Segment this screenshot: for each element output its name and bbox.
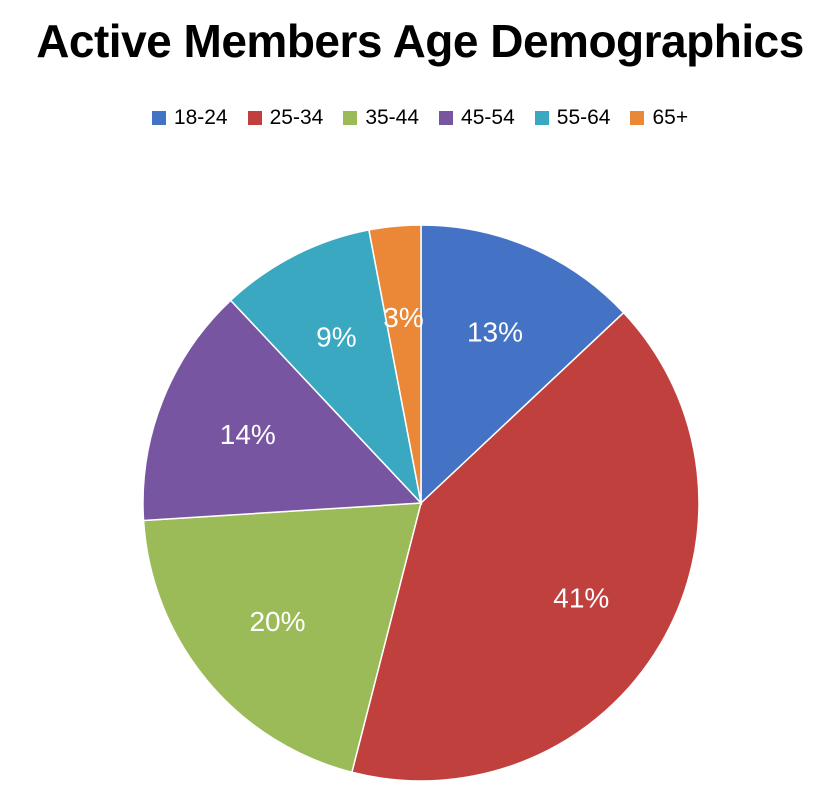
legend-swatch xyxy=(439,111,454,125)
legend-label: 45-54 xyxy=(461,106,515,129)
legend-swatch xyxy=(151,111,166,125)
legend-item-35-44: 35-44 xyxy=(343,106,419,130)
legend-item-25-34: 25-34 xyxy=(247,106,324,130)
pie-slice-18-24 xyxy=(420,224,625,505)
legend-item-55-64: 55-64 xyxy=(534,106,611,130)
slice-label-65+: 3% xyxy=(383,302,423,333)
pie-slices xyxy=(142,224,700,782)
chart-title: Active Members Age Demographics xyxy=(36,15,804,67)
legend-label: 18-24 xyxy=(173,106,228,129)
pie-slice-45-54 xyxy=(142,299,423,522)
pie-slice-25-34 xyxy=(350,311,700,782)
slice-label-18-24: 13% xyxy=(467,317,523,348)
legend-item-45-54: 45-54 xyxy=(439,106,515,130)
slice-label-25-34: 41% xyxy=(553,582,609,613)
legend-label: 55-64 xyxy=(556,106,611,129)
legend-label: 35-44 xyxy=(365,106,420,129)
legend-swatch xyxy=(534,111,549,125)
pie-slice-65+ xyxy=(368,224,422,504)
legend-swatch xyxy=(630,111,645,125)
legend-item-18-24: 18-24 xyxy=(151,106,228,130)
slice-label-35-44: 20% xyxy=(249,606,305,637)
legend: 18-24 25-34 35-44 45-54 55-64 65+ xyxy=(0,106,840,130)
pie-slice-55-64 xyxy=(229,229,423,506)
pie-labels: 13% 41% 20% 14% 9% 3% xyxy=(220,302,610,637)
legend-label: 65+ xyxy=(652,106,689,129)
legend-label: 25-34 xyxy=(269,106,324,129)
slice-label-55-64: 9% xyxy=(316,322,356,353)
legend-swatch xyxy=(247,111,262,125)
legend-item-65+: 65+ xyxy=(630,106,688,130)
pie-slice-35-44 xyxy=(142,502,422,774)
slice-label-45-54: 14% xyxy=(220,419,276,450)
legend-swatch xyxy=(343,111,358,125)
